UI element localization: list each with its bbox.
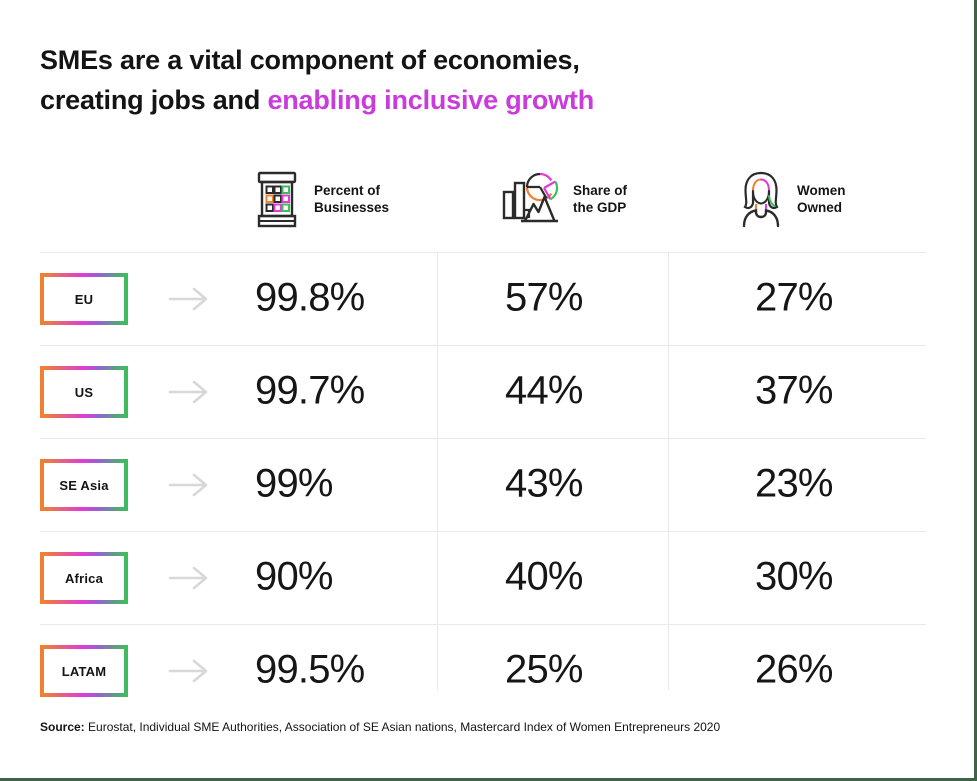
gdp-chart-icon — [500, 172, 560, 226]
value-women-owned: 26% — [755, 647, 833, 692]
value-percent-of-businesses: 99.5% — [255, 647, 365, 692]
value-share-of-gdp: 57% — [505, 275, 583, 320]
table-row: LATAM 99.5% 25% 26% — [40, 624, 926, 717]
value-women-owned: 23% — [755, 461, 833, 506]
table-row: US 99.7% 44% 37% — [40, 345, 926, 438]
right-arrow-icon — [168, 286, 210, 312]
column-divider — [437, 252, 438, 690]
right-arrow-icon — [168, 379, 210, 405]
table-row: Africa 90% 40% 30% — [40, 531, 926, 624]
title-line-2-highlight: enabling inclusive growth — [267, 85, 594, 115]
frame-right-edge — [974, 0, 977, 781]
value-percent-of-businesses: 99.8% — [255, 275, 365, 320]
region-label: EU — [74, 291, 94, 307]
header-label: Percent of Businesses — [314, 182, 389, 216]
title-line-1-text: SMEs are a vital component of economies, — [40, 45, 580, 75]
source-label: Source: — [40, 720, 85, 734]
value-women-owned: 37% — [755, 368, 833, 413]
table-row: SE Asia 99% 43% 23% — [40, 438, 926, 531]
value-percent-of-businesses: 99.7% — [255, 368, 365, 413]
source-text: Eurostat, Individual SME Authorities, As… — [84, 720, 721, 734]
region-label: LATAM — [61, 663, 107, 679]
region-badge: SE Asia — [40, 459, 128, 511]
header-label-line1: Women — [797, 183, 846, 198]
right-arrow-icon — [168, 565, 210, 591]
right-arrow-icon — [168, 472, 210, 498]
value-women-owned: 27% — [755, 275, 833, 320]
header-label: Women Owned — [797, 182, 846, 216]
building-icon — [253, 170, 301, 228]
region-label: SE Asia — [59, 477, 109, 493]
region-label: Africa — [64, 570, 104, 586]
right-arrow-icon — [168, 658, 210, 684]
source-note: Source: Eurostat, Individual SME Authori… — [40, 720, 720, 734]
value-percent-of-businesses: 99% — [255, 461, 333, 506]
title-line-1: SMEs are a vital component of economies, — [40, 40, 594, 80]
region-badge: LATAM — [40, 645, 128, 697]
value-share-of-gdp: 43% — [505, 461, 583, 506]
value-share-of-gdp: 40% — [505, 554, 583, 599]
title-line-2: creating jobs and enabling inclusive gro… — [40, 80, 594, 120]
table-row: EU 99.8% 57% 27% — [40, 252, 926, 345]
woman-icon — [738, 170, 784, 228]
header-label-line2: Owned — [797, 200, 843, 215]
header-women-owned: Women Owned — [738, 163, 846, 235]
table-rows: EU 99.8% 57% 27% US 99.7% 44% 37% SE Asi — [40, 252, 926, 712]
header-percent-of-businesses: Percent of Businesses — [253, 163, 389, 235]
title-line-2-plain: creating jobs and — [40, 85, 268, 115]
value-share-of-gdp: 25% — [505, 647, 583, 692]
header-label: Share of the GDP — [573, 182, 627, 216]
header-label-line2: the GDP — [573, 200, 627, 215]
column-headers: Percent of Businesses — [40, 163, 926, 239]
header-share-of-gdp: Share of the GDP — [500, 163, 627, 235]
header-label-line2: Businesses — [314, 200, 390, 215]
region-badge: US — [40, 366, 128, 418]
value-women-owned: 30% — [755, 554, 833, 599]
value-percent-of-businesses: 90% — [255, 554, 333, 599]
frame-bottom-edge — [0, 778, 977, 781]
value-share-of-gdp: 44% — [505, 368, 583, 413]
region-badge: EU — [40, 273, 128, 325]
column-divider — [668, 252, 669, 690]
header-label-line1: Percent of — [314, 183, 381, 198]
page-title: SMEs are a vital component of economies,… — [40, 40, 594, 120]
region-label: US — [74, 384, 94, 400]
header-label-line1: Share of — [573, 183, 628, 198]
region-badge: Africa — [40, 552, 128, 604]
